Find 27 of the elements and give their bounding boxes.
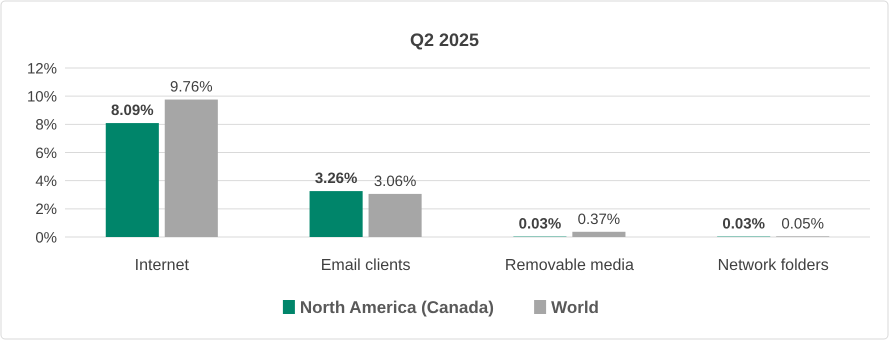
y-tick-label: 12% [26, 60, 57, 78]
y-tick-label: 6% [35, 144, 57, 162]
x-tick-label: Internet [134, 257, 190, 274]
bar [310, 191, 363, 237]
bar [572, 232, 626, 237]
x-tick-label: Email clients [320, 257, 411, 274]
bar [368, 194, 422, 237]
y-tick-label: 0% [35, 229, 57, 246]
data-label: 0.03% [518, 216, 562, 233]
y-tick-label: 10% [26, 88, 57, 106]
y-tick-label: 8% [35, 116, 57, 134]
data-label: 8.09% [111, 102, 154, 120]
data-label: 3.26% [314, 170, 358, 188]
chart-title: Q2 2025 [410, 30, 480, 50]
data-label: 0.03% [722, 216, 765, 233]
data-label: 9.76% [170, 78, 213, 96]
bar [164, 100, 218, 237]
legend-label: World [551, 298, 599, 317]
x-tick-label: Removable media [504, 257, 634, 274]
x-tick-label: Network folders [718, 257, 829, 274]
data-label: 3.06% [374, 172, 416, 190]
y-tick-label: 2% [35, 201, 57, 218]
data-label: 0.05% [781, 215, 824, 232]
bar [106, 123, 159, 237]
legend-label: North America (Canada) [300, 298, 494, 317]
data-label: 0.37% [578, 210, 620, 228]
y-tick-label: 4% [35, 172, 57, 190]
